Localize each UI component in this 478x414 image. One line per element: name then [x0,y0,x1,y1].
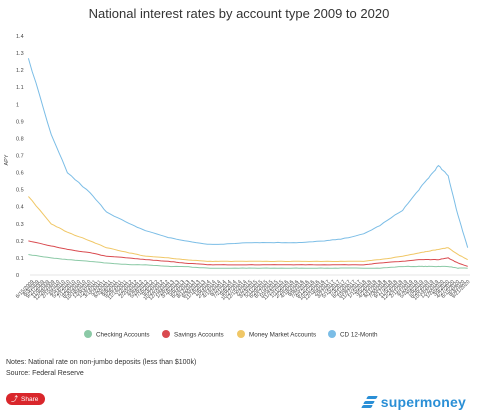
chart-title: National interest rates by account type … [88,6,390,21]
y-tick-label: 0.5 [16,188,24,194]
legend-item[interactable]: Savings Accounts [162,330,224,339]
legend-swatch [84,330,92,338]
series-line-cd-12-month [27,58,469,248]
y-tick-label: 1.1 [16,85,24,91]
y-tick-label: 1 [16,102,19,108]
legend-label: Savings Accounts [174,332,224,339]
x-axis-ticks: 6/15/20098/3/20099/21/200911/9/200912/28… [15,279,472,302]
legend-label: CD 12-Month [340,332,378,339]
legend-label: Checking Accounts [96,332,150,339]
series-line-savings-accounts [28,240,468,267]
series-lines [27,58,469,269]
y-tick-label: 0.6 [16,171,24,177]
legend: Checking Accounts Savings Accounts Money M… [84,330,378,339]
supermoney-logo: supermoney [360,394,466,410]
y-tick-label: 1.4 [16,34,24,40]
y-tick-label: 0.9 [16,119,24,125]
y-tick-label: 1.3 [16,51,24,57]
legend-swatch [162,330,170,338]
legend-item[interactable]: Checking Accounts [84,330,150,339]
source-text: Source: Federal Reserve [6,370,84,377]
brand-name: supermoney [380,394,466,410]
y-tick-label: 0.4 [16,205,24,211]
y-tick-label: 1.2 [16,68,24,74]
series-line-checking-accounts [28,254,468,269]
notes-text: Notes: National rate on non-jumbo deposi… [6,359,197,366]
series-line-money-market-accounts [28,196,468,263]
y-axis-label: APY [4,154,10,165]
share-icon: ⤴ [11,395,18,403]
share-button[interactable]: ⤴ Share [6,393,46,405]
y-tick-label: 0 [16,273,19,279]
y-tick-label: 0.1 [16,256,24,262]
line-chart: 0 0.1 0.2 0.3 0.4 0.5 0.6 0.7 0.8 0.9 1 1.1 1.2 1.3 1.… [4,34,472,339]
legend-item[interactable]: CD 12-Month [328,330,378,339]
share-label: Share [21,395,39,403]
y-tick-label: 0.7 [16,154,24,160]
supermoney-logo-icon [360,395,378,409]
legend-item[interactable]: Money Market Accounts [237,330,316,339]
legend-swatch [328,330,336,338]
legend-swatch [237,330,245,338]
y-axis-ticks: 0 0.1 0.2 0.3 0.4 0.5 0.6 0.7 0.8 0.9 1 1.1 1.2 1.3 1.… [16,34,24,279]
y-tick-label: 0.2 [16,239,24,245]
legend-label: Money Market Accounts [249,332,316,339]
y-tick-label: 0.8 [16,136,24,142]
y-tick-label: 0.3 [16,222,24,228]
